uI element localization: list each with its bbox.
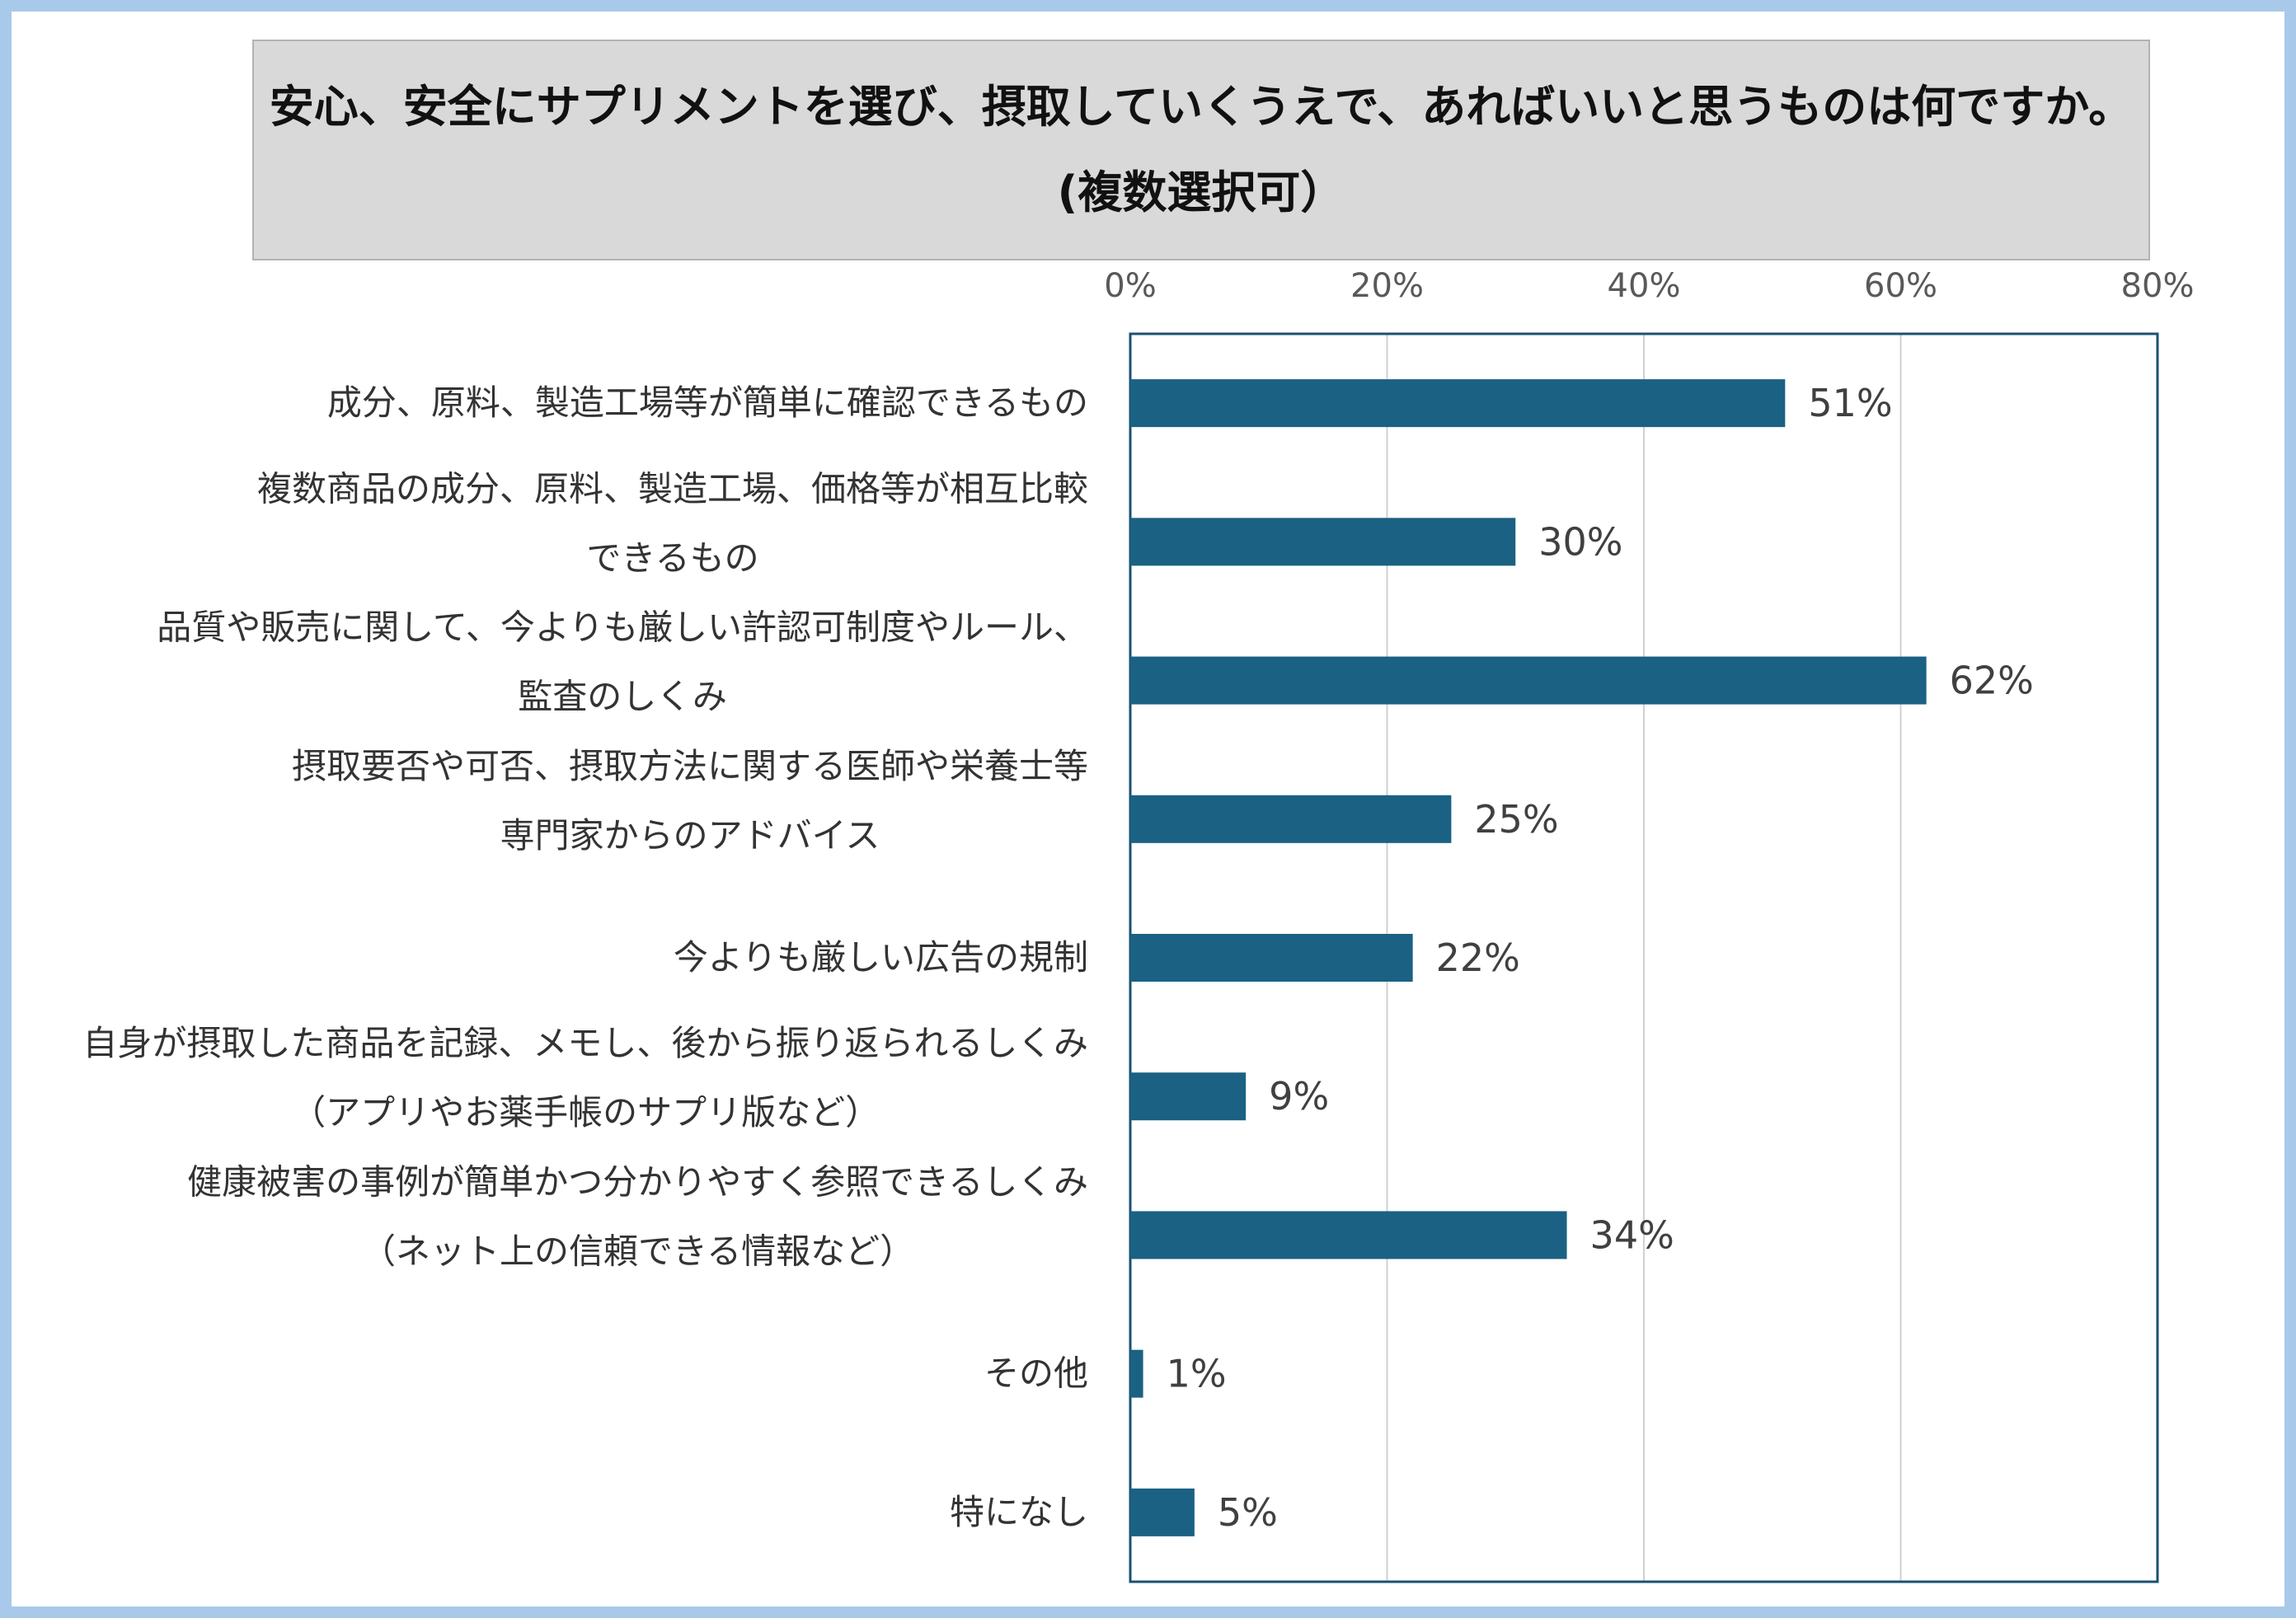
category-label-line2: （アプリやお薬手帳のサプリ版など） [291, 1092, 880, 1133]
data-label: 30% [1538, 519, 1622, 564]
bar [1130, 1072, 1247, 1121]
category-label: その他 [984, 1353, 1088, 1394]
bar [1130, 1211, 1567, 1259]
bar [1130, 1488, 1195, 1536]
category-label-line2: （ネット上の信頼できる情報など） [361, 1231, 914, 1271]
chart-title-line-1: 安心、安全にサプリメントを選び、摂取していくうえで、あればいいと思うものは何です… [269, 81, 2134, 133]
bar [1130, 379, 1786, 428]
category-label: 自身が摂取した商品を記録、メモし、後から振り返られるしくみ [82, 1023, 1088, 1063]
bar [1130, 795, 1452, 843]
chart-title-line-2: (複数選択可） [1057, 166, 1345, 218]
data-label: 34% [1590, 1212, 1674, 1257]
bar [1130, 934, 1413, 982]
x-tick-label: 40% [1608, 267, 1681, 305]
x-tick-label: 0% [1104, 267, 1156, 305]
x-tick-label: 20% [1350, 267, 1424, 305]
data-label: 62% [1950, 659, 2034, 703]
x-tick-label: 60% [1864, 267, 1937, 305]
category-label-line2: 専門家からのアドバイス [500, 815, 880, 856]
data-label: 9% [1269, 1074, 1329, 1119]
data-label: 1% [1167, 1352, 1227, 1396]
bar [1130, 1349, 1143, 1398]
data-label: 51% [1808, 381, 1892, 425]
bar [1130, 518, 1516, 566]
category-label: 健康被害の事例が簡単かつ分かりやすく参照できるしくみ [187, 1161, 1088, 1202]
category-label: 成分、原料、製造工場等が簡単に確認できるもの [327, 382, 1088, 423]
x-tick-label: 80% [2121, 267, 2195, 305]
data-label: 25% [1474, 797, 1558, 842]
data-label: 5% [1218, 1490, 1278, 1535]
category-label-line2: できるもの [586, 537, 758, 578]
category-label: 摂取要否や可否、摂取方法に関する医師や栄養士等 [292, 746, 1088, 786]
category-label: 特になし [950, 1492, 1088, 1532]
category-label: 複数商品の成分、原料、製造工場、価格等が相互比較 [257, 468, 1088, 509]
category-label: 品質や販売に関して、今よりも厳しい許認可制度やルール、 [157, 607, 1088, 648]
title-box: 安心、安全にサプリメントを選び、摂取していくうえで、あればいいと思うものは何です… [252, 40, 2150, 260]
category-label-line2: 監査のしくみ [518, 677, 727, 717]
category-label: 今よりも厳しい広告の規制 [674, 937, 1088, 978]
bar [1130, 656, 1927, 705]
data-label: 22% [1436, 936, 1520, 980]
